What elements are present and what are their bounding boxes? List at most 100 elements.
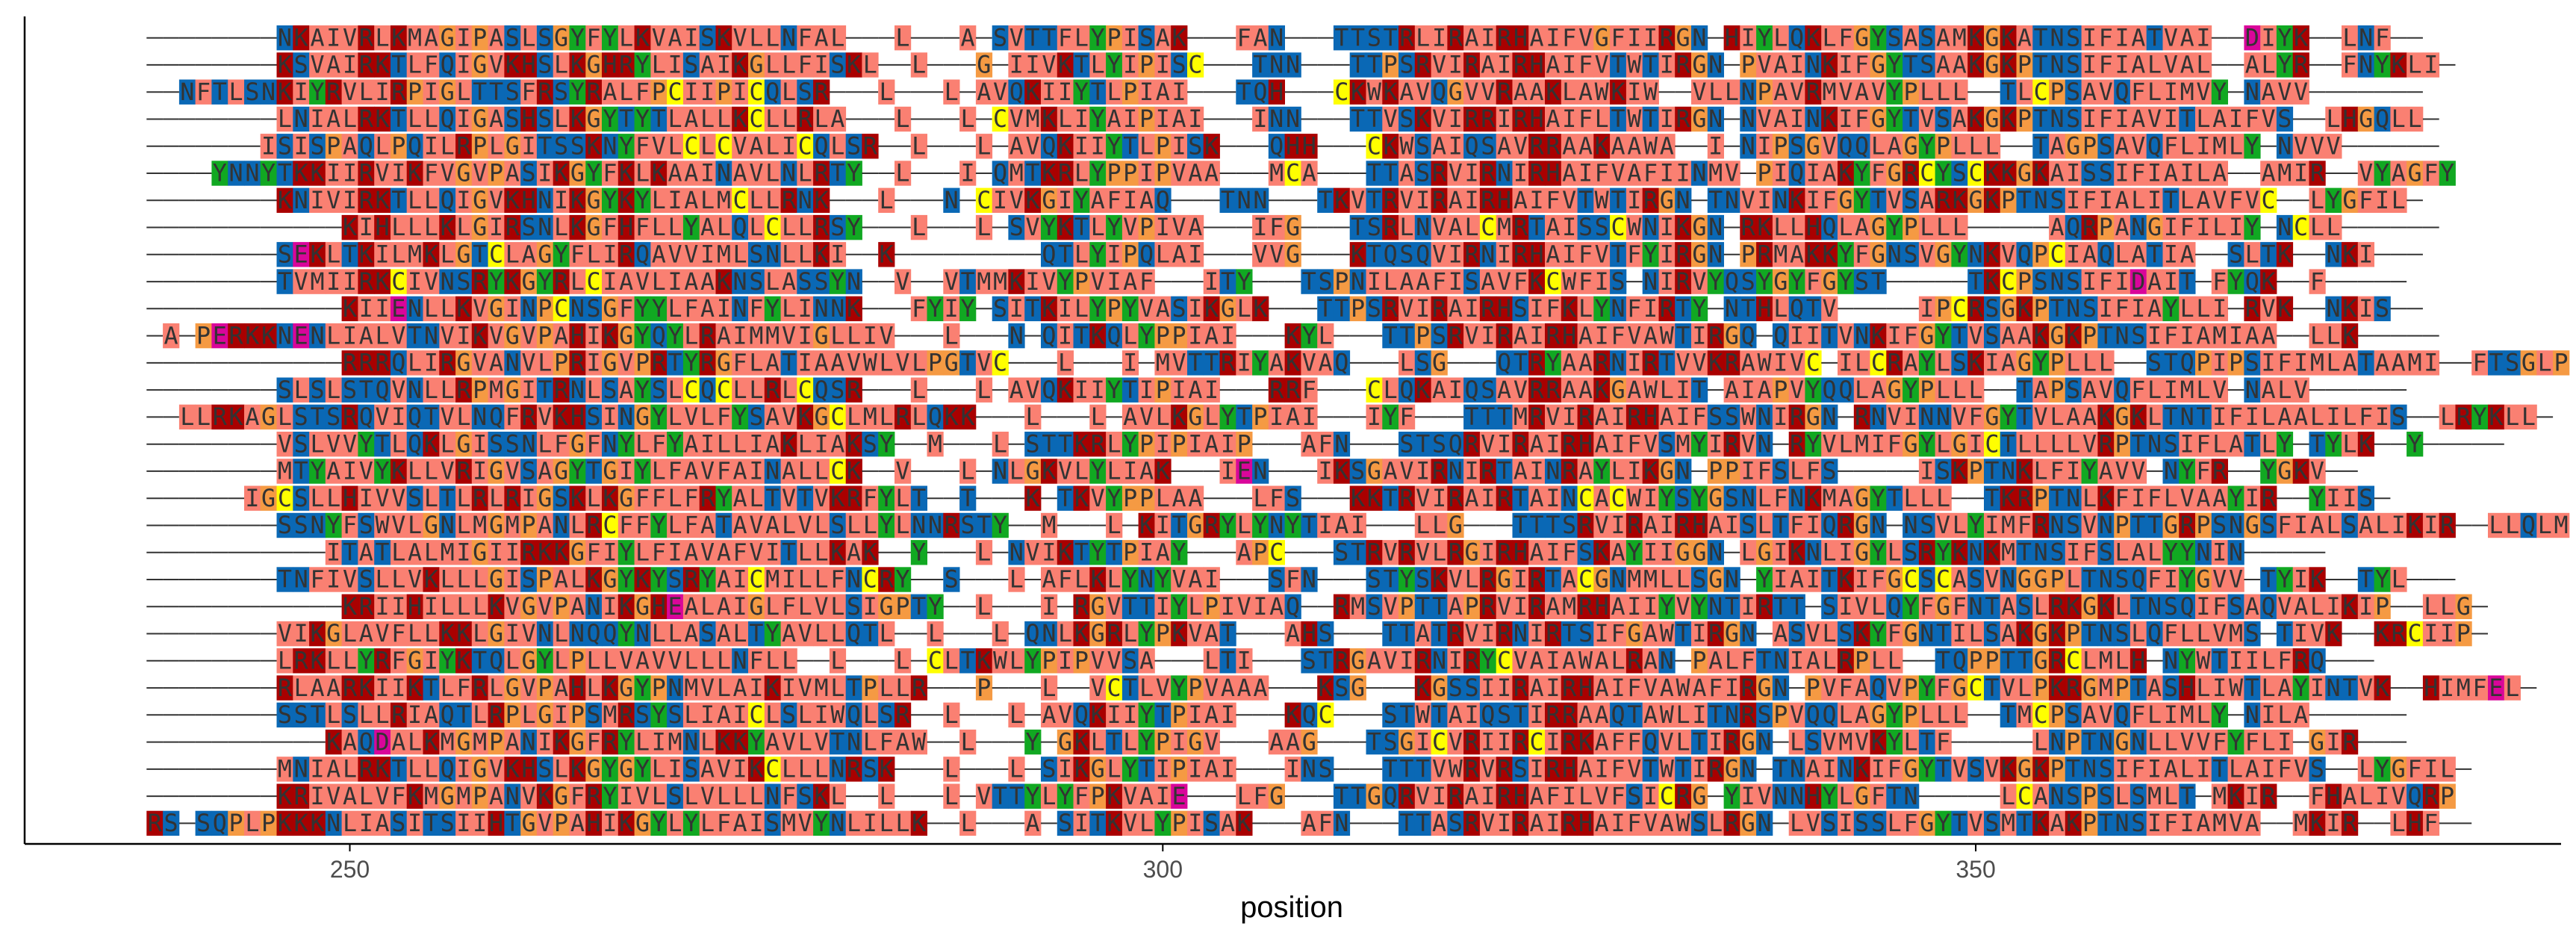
residue-letter: K bbox=[1806, 25, 1820, 52]
residue-letter: T bbox=[1221, 187, 1235, 214]
residue-letter: M bbox=[278, 459, 292, 485]
residue-letter: R bbox=[814, 214, 829, 241]
residue-letter: F bbox=[1627, 431, 1641, 458]
residue-letter: K bbox=[1204, 296, 1219, 323]
residue-letter: T bbox=[619, 106, 633, 133]
residue-letter: L bbox=[2212, 214, 2227, 241]
residue-letter: V bbox=[2180, 485, 2194, 512]
residue-letter: K bbox=[554, 539, 568, 566]
residue-letter: N bbox=[1692, 25, 1706, 52]
residue-letter: S bbox=[1351, 459, 1365, 485]
residue-letter: R bbox=[343, 404, 358, 431]
residue-letter: N bbox=[1643, 214, 1658, 241]
residue-letter: T bbox=[1692, 377, 1706, 404]
residue-letter: F bbox=[570, 242, 585, 269]
residue-letter: V bbox=[1676, 350, 1690, 377]
residue-letter: Y bbox=[2327, 187, 2341, 214]
residue-letter: I bbox=[2180, 161, 2194, 187]
residue-letter: F bbox=[2099, 106, 2113, 133]
residue-letter: Y bbox=[635, 187, 650, 214]
residue-letter: V bbox=[1123, 214, 1137, 241]
residue-letter: S bbox=[278, 377, 292, 404]
residue-letter: F bbox=[652, 539, 666, 566]
residue-letter: Y bbox=[635, 106, 650, 133]
residue-letter: M bbox=[863, 404, 877, 431]
residue-letter: Y bbox=[1074, 187, 1089, 214]
residue-letter: L bbox=[782, 52, 796, 79]
residue-letter: P bbox=[1757, 79, 1771, 106]
residue-letter: T bbox=[2489, 350, 2503, 377]
residue-letter: S bbox=[1481, 377, 1495, 404]
residue-letter: I bbox=[1009, 52, 1024, 79]
residue-letter: Q bbox=[2115, 79, 2129, 106]
residue-letter: A bbox=[2066, 404, 2080, 431]
residue-letter: L bbox=[196, 404, 211, 431]
residue-letter: Y bbox=[1920, 431, 1934, 458]
residue-letter: T bbox=[765, 485, 780, 512]
residue-letter: Q bbox=[765, 79, 780, 106]
residue-letter: S bbox=[863, 431, 877, 458]
residue-letter: R bbox=[1660, 25, 1675, 52]
residue-letter: M bbox=[2554, 512, 2568, 539]
residue-letter: L bbox=[2229, 133, 2243, 160]
residue-cell bbox=[1447, 25, 1464, 51]
residue-letter: I bbox=[1773, 161, 1788, 187]
residue-letter: N bbox=[2327, 296, 2341, 323]
residue-letter: K bbox=[1351, 242, 1365, 269]
residue-letter: K bbox=[2017, 296, 2032, 323]
residue-letter: L bbox=[1074, 242, 1089, 269]
residue-letter: I bbox=[1903, 404, 1917, 431]
residue-letter: T bbox=[1123, 377, 1137, 404]
residue-letter: R bbox=[2294, 52, 2309, 79]
residue-letter: I bbox=[782, 133, 796, 160]
residue-letter: K bbox=[1595, 377, 1609, 404]
residue-letter: Y bbox=[2164, 296, 2178, 323]
residue-letter: R bbox=[473, 485, 488, 512]
residue-letter: M bbox=[1269, 161, 1284, 187]
residue-letter: R bbox=[1058, 161, 1073, 187]
residue-letter: I bbox=[1416, 459, 1430, 485]
residue-letter: Q bbox=[635, 242, 650, 269]
residue-letter: R bbox=[1578, 404, 1593, 431]
residue-letter: Y bbox=[1123, 296, 1137, 323]
residue-letter: G bbox=[456, 431, 470, 458]
residue-letter: I bbox=[489, 214, 503, 241]
residue-letter: V bbox=[1790, 377, 1804, 404]
residue-letter: I bbox=[1773, 350, 1788, 377]
residue-letter: Y bbox=[570, 79, 585, 106]
residue-letter: S bbox=[554, 485, 568, 512]
residue-letter: Q bbox=[1384, 242, 1398, 269]
residue-letter: I bbox=[1578, 161, 1593, 187]
residue-letter: G bbox=[1903, 431, 1917, 458]
residue-letter: M bbox=[310, 269, 324, 296]
residue-letter: I bbox=[2066, 161, 2080, 187]
residue-letter: V bbox=[1172, 161, 1186, 187]
residue-letter: G bbox=[2115, 404, 2129, 431]
residue-letter: A bbox=[1432, 133, 1446, 160]
residue-letter: C bbox=[1367, 377, 1381, 404]
residue-letter: V bbox=[1432, 106, 1446, 133]
residue-letter: P bbox=[391, 133, 405, 160]
residue-letter: V bbox=[1513, 377, 1528, 404]
residue-letter: L bbox=[2521, 404, 2536, 431]
residue-letter: N bbox=[1725, 296, 1739, 323]
residue-letter: G bbox=[473, 52, 487, 79]
residue-letter: I bbox=[668, 52, 682, 79]
residue-letter: K bbox=[2099, 404, 2113, 431]
residue-letter: K bbox=[1806, 242, 1820, 269]
residue-letter: L bbox=[635, 161, 650, 187]
residue-letter: G bbox=[489, 459, 503, 485]
residue-letter: L bbox=[733, 377, 747, 404]
residue-letter: L bbox=[2440, 404, 2454, 431]
residue-letter: T bbox=[1530, 512, 1544, 539]
residue-letter: T bbox=[2261, 242, 2275, 269]
residue-letter: I bbox=[1497, 106, 1511, 133]
residue-letter: I bbox=[554, 187, 568, 214]
residue-letter: L bbox=[765, 52, 780, 79]
residue-letter: C bbox=[2034, 79, 2048, 106]
residue-letter: I bbox=[2082, 25, 2097, 52]
residue-letter: T bbox=[1042, 25, 1056, 52]
residue-letter: K bbox=[278, 187, 292, 214]
